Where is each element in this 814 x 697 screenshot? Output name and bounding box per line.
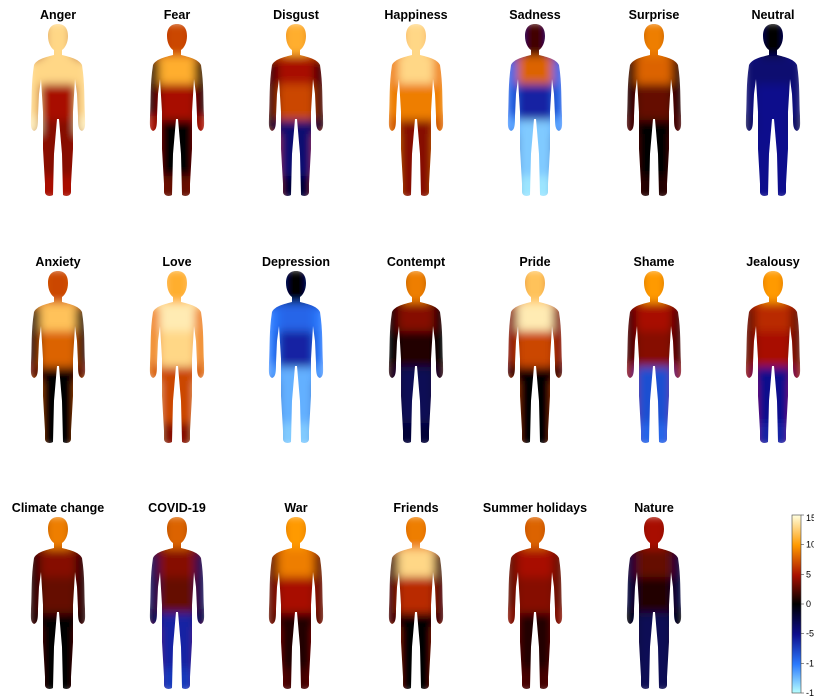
body-map-sadness: Sadness [507, 8, 563, 196]
body-silhouette [268, 271, 324, 443]
body-silhouette [745, 271, 801, 443]
body-map-label: Anxiety [35, 255, 80, 269]
body-silhouette [626, 271, 682, 443]
body-silhouette [388, 517, 444, 689]
body-map-label: War [284, 501, 307, 515]
colorbar-tick-label: -10 [806, 658, 814, 668]
body-silhouette [149, 271, 205, 443]
body-map-label: Love [162, 255, 191, 269]
body-map-label: Anger [40, 8, 76, 22]
body-map-label: Shame [634, 255, 675, 269]
colorbar-gradient [791, 514, 802, 694]
body-map-label: Friends [393, 501, 438, 515]
body-map-label: Nature [634, 501, 674, 515]
body-map-label: Summer holidays [483, 501, 587, 515]
body-map-label: Jealousy [746, 255, 800, 269]
body-silhouette [745, 24, 801, 196]
body-map-pride: Pride [507, 255, 563, 443]
body-map-label: Sadness [509, 8, 560, 22]
colorbar-tick-label: 15 [806, 513, 814, 523]
body-silhouette [30, 517, 86, 689]
body-map-nature: Nature [626, 501, 682, 689]
body-map-label: Depression [262, 255, 330, 269]
body-silhouette [388, 271, 444, 443]
body-map-label: Neutral [751, 8, 794, 22]
colorbar-tick-label: 0 [806, 599, 811, 609]
body-silhouette [149, 517, 205, 689]
body-map-anger: Anger [30, 8, 86, 196]
body-map-summer-holidays: Summer holidays [483, 501, 587, 689]
body-map-contempt: Contempt [387, 255, 446, 443]
body-map-label: Happiness [384, 8, 447, 22]
body-map-label: Climate change [12, 501, 104, 515]
body-map-neutral: Neutral [745, 8, 801, 196]
body-map-friends: Friends [388, 501, 444, 689]
body-silhouette [507, 24, 563, 196]
body-map-label: Disgust [273, 8, 320, 22]
body-map-war: War [268, 501, 324, 689]
body-map-label: Fear [164, 8, 191, 22]
colorbar-tick-label: -15 [806, 688, 814, 697]
body-silhouette [268, 517, 324, 689]
body-silhouette [507, 517, 563, 689]
body-map-disgust: Disgust [268, 8, 324, 196]
body-silhouette [626, 517, 682, 689]
body-map-label: Surprise [629, 8, 680, 22]
body-map-covid-19: COVID-19 [148, 501, 206, 689]
colorbar: 15 10 5 0 -5 -10 -15 [791, 513, 814, 697]
body-silhouette [149, 24, 205, 196]
body-silhouette [30, 24, 86, 196]
body-silhouette [626, 24, 682, 196]
body-map-label: COVID-19 [148, 501, 206, 515]
body-map-jealousy: Jealousy [745, 255, 801, 443]
body-map-label: Pride [519, 255, 550, 269]
body-map-love: Love [149, 255, 205, 443]
body-map-depression: Depression [262, 255, 330, 443]
colorbar-tick-label: -5 [806, 629, 814, 639]
body-map-anxiety: Anxiety [30, 255, 86, 443]
body-map-label: Contempt [387, 255, 446, 269]
colorbar-tick-label: 10 [806, 540, 814, 550]
colorbar-tick-label: 5 [806, 569, 811, 579]
body-silhouette [268, 24, 324, 196]
body-map-climate-change: Climate change [12, 501, 104, 689]
body-silhouette [30, 271, 86, 443]
body-map-surprise: Surprise [626, 8, 682, 196]
body-silhouette [388, 24, 444, 196]
body-map-fear: Fear [149, 8, 205, 196]
body-silhouette [507, 271, 563, 443]
body-map-shame: Shame [626, 255, 682, 443]
body-maps-grid: Anger Fear Disgust Happiness Sadness Surprise… [12, 8, 801, 689]
colorbar-ticks: 15 10 5 0 -5 -10 -15 [801, 513, 814, 697]
body-map-happiness: Happiness [384, 8, 448, 196]
